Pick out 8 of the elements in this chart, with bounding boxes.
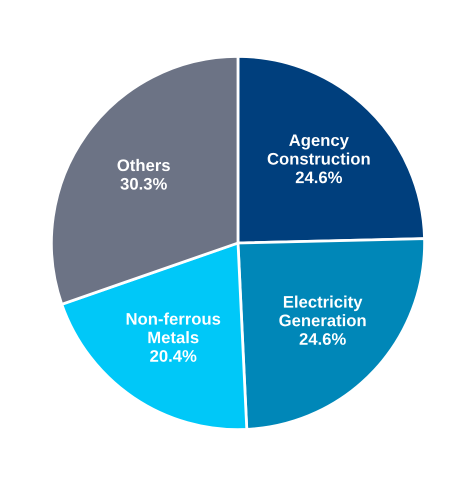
slice-label: Non-ferrous Metals [126, 312, 220, 344]
data-label: 20.4% [150, 350, 196, 362]
slice-label: Agency Construction [268, 134, 370, 165]
slice-label: Others [118, 158, 170, 172]
data-label: 30.3% [120, 178, 167, 190]
slice-label: Electricity Generation [279, 296, 366, 326]
data-label: 24.6% [296, 171, 342, 184]
data-label: 24.6% [300, 333, 346, 345]
